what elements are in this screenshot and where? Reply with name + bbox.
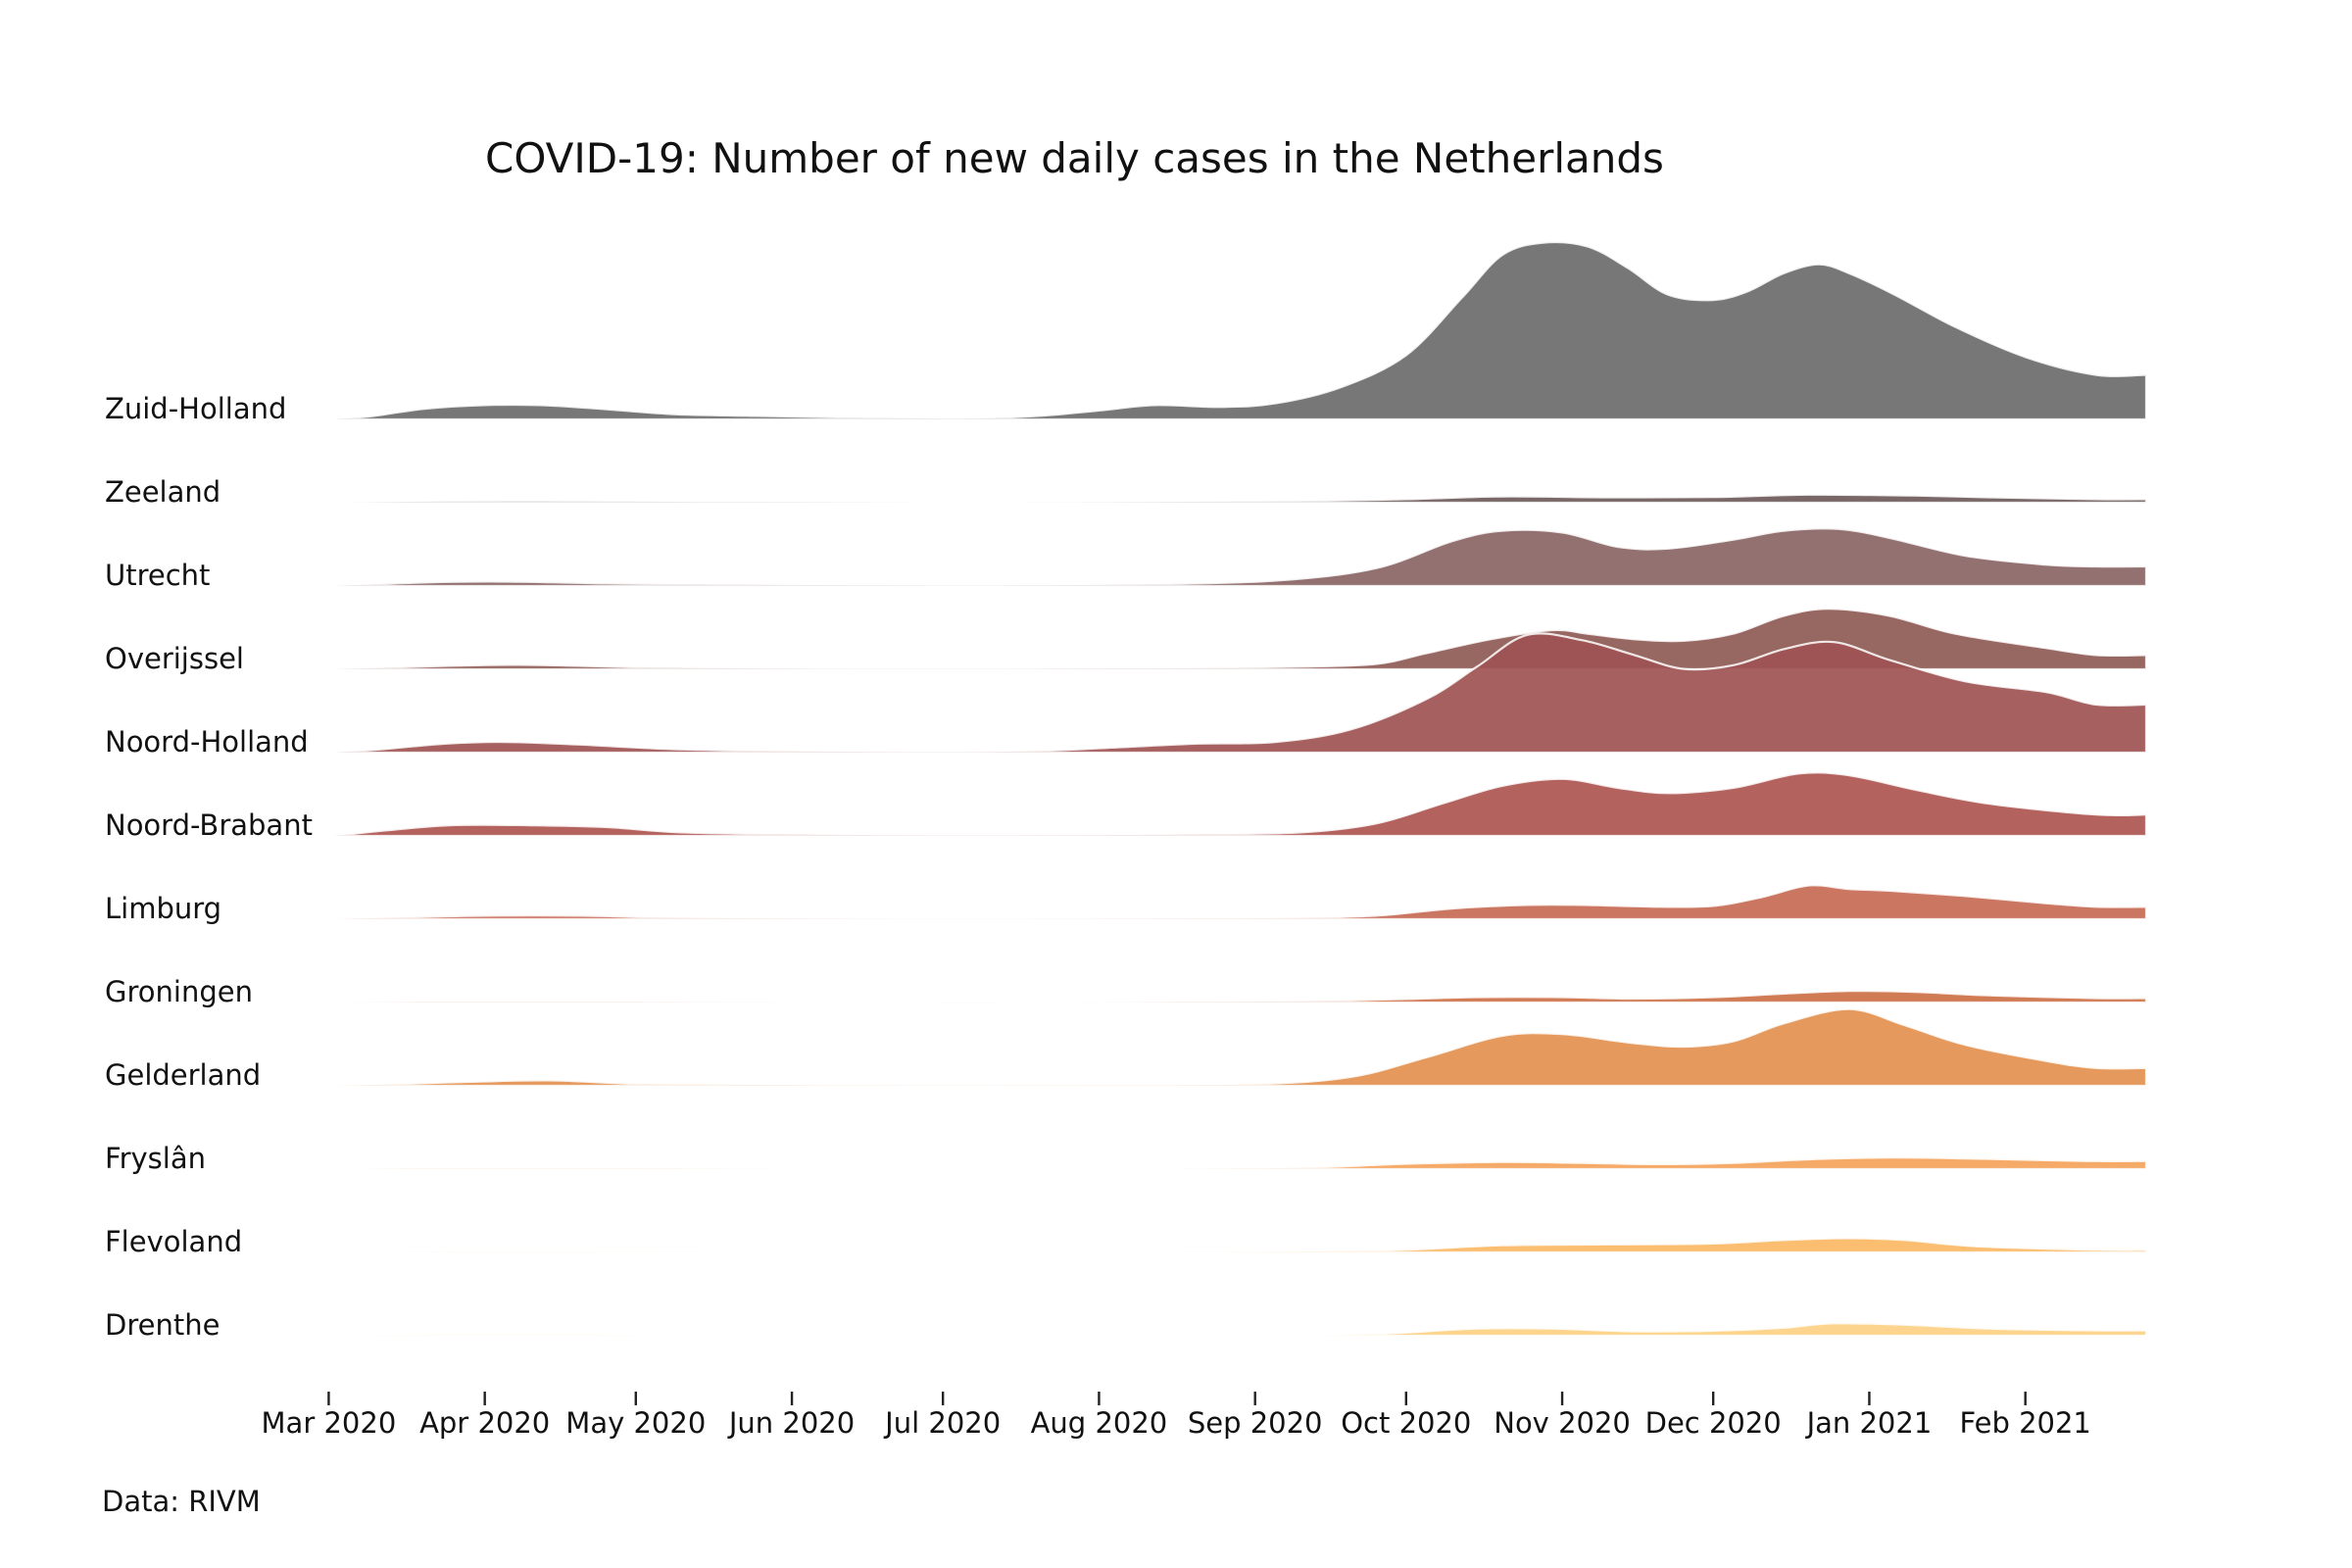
x-tick-label-mar-2020: Mar 2020 (262, 1406, 397, 1440)
row-label-noord-brabant: Noord-Brabant (105, 808, 313, 842)
x-tick-label-feb-2021: Feb 2021 (1960, 1406, 2091, 1440)
x-tick-label-apr-2020: Apr 2020 (419, 1406, 550, 1440)
x-tick-label-jan-2021: Jan 2021 (1805, 1406, 1933, 1440)
row-label-gelderland: Gelderland (105, 1058, 261, 1092)
row-label-overijssel: Overijssel (105, 642, 244, 675)
ridge-area-overijssel (333, 607, 2148, 671)
region-labels: Zuid-Holland Zeeland Utrecht Overijssel Noor… (105, 392, 313, 1342)
x-axis: Mar 2020 Apr 2020 May 2020 Jun 2020 Jul 2020… (262, 1392, 2091, 1440)
ridge-area-flevoland (373, 1237, 2148, 1254)
ridge-area-limburg (333, 884, 2148, 921)
x-tick-label-jun-2020: Jun 2020 (727, 1406, 855, 1440)
ridge-area-gelderland (333, 1007, 2148, 1088)
ridge-area-noord-holland (333, 632, 2148, 755)
x-tick-label-nov-2020: Nov 2020 (1494, 1406, 1631, 1440)
row-label-zeeland: Zeeland (105, 475, 220, 509)
row-label-flevoland: Flevoland (105, 1225, 242, 1258)
ridges (333, 241, 2148, 1338)
x-tick-label-sep-2020: Sep 2020 (1188, 1406, 1323, 1440)
row-label-noord-holland: Noord-Holland (105, 725, 309, 759)
ridge-area-groningen (348, 990, 2148, 1004)
x-tick-label-oct-2020: Oct 2020 (1341, 1406, 1471, 1440)
ridge-area-drenthe (348, 1322, 2148, 1338)
row-label-drenthe: Drenthe (105, 1308, 220, 1342)
chart-title: COVID-19: Number of new daily cases in t… (485, 134, 1664, 182)
x-tick-label-jul-2020: Jul 2020 (883, 1406, 1001, 1440)
x-tick-label-may-2020: May 2020 (565, 1406, 706, 1440)
row-label-zuid-holland: Zuid-Holland (105, 392, 286, 425)
ridge-area-utrecht (333, 527, 2148, 588)
x-tick-label-aug-2020: Aug 2020 (1031, 1406, 1168, 1440)
row-label-groningen: Groningen (105, 975, 253, 1008)
data-source-note: Data: RIVM (102, 1485, 261, 1518)
ridge-area-zuid-holland (333, 241, 2148, 421)
ridge-area-frysl-n (348, 1156, 2148, 1171)
ridge-area-noord-brabant (333, 771, 2148, 838)
row-label-utrecht: Utrecht (105, 559, 210, 592)
row-label-frysl-n: Fryslân (105, 1142, 206, 1175)
ridge-area-zeeland (348, 493, 2148, 505)
x-tick-label-dec-2020: Dec 2020 (1645, 1406, 1782, 1440)
row-label-limburg: Limburg (105, 892, 221, 925)
